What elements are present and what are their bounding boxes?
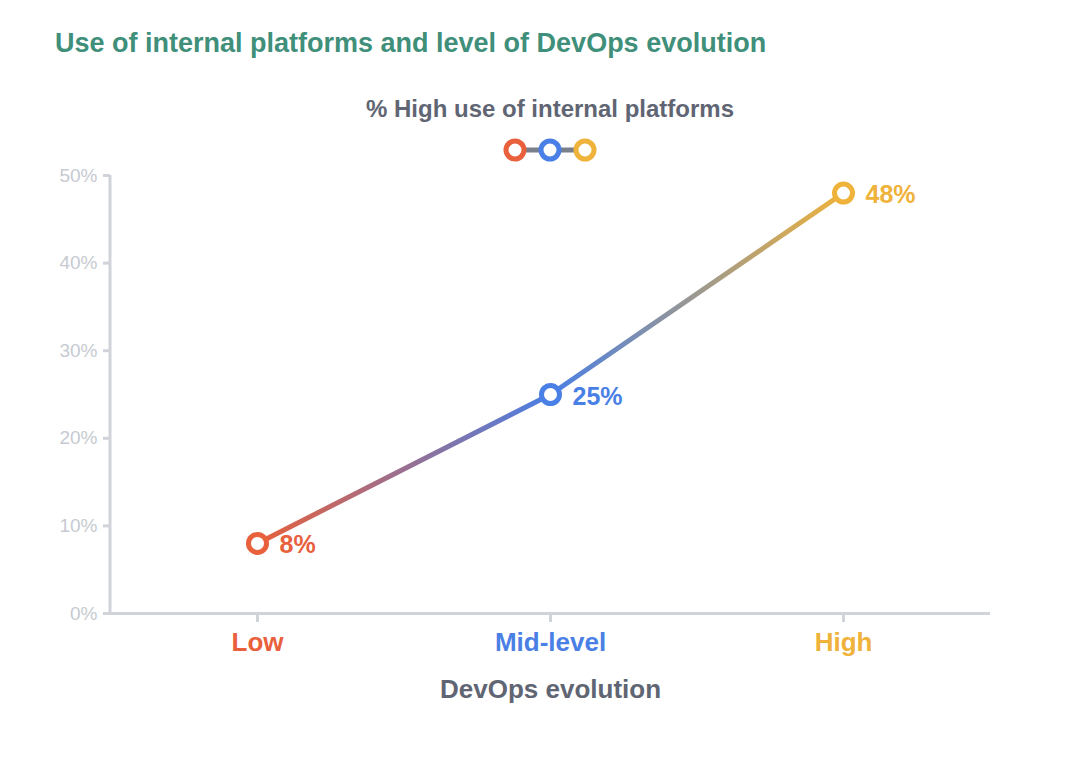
svg-text:30%: 30% bbox=[59, 340, 97, 361]
svg-text:Low: Low bbox=[232, 627, 285, 657]
svg-text:48%: 48% bbox=[866, 180, 916, 208]
svg-text:25%: 25% bbox=[573, 382, 623, 410]
svg-text:8%: 8% bbox=[280, 530, 316, 558]
svg-text:High: High bbox=[815, 627, 873, 657]
html-text:Use of internal platforms and: Use of internal platforms and level of D… bbox=[55, 28, 767, 58]
svg-text:20%: 20% bbox=[59, 427, 97, 448]
html-text:% High use of internal platfor: % High use of internal platforms bbox=[366, 95, 734, 122]
svg-text:Mid-level: Mid-level bbox=[495, 627, 606, 657]
svg-text:10%: 10% bbox=[59, 515, 97, 536]
svg-text:40%: 40% bbox=[59, 252, 97, 273]
svg-text:0%: 0% bbox=[70, 603, 98, 624]
svg-text:DevOps evolution: DevOps evolution bbox=[440, 674, 661, 704]
svg-text:50%: 50% bbox=[59, 165, 97, 186]
